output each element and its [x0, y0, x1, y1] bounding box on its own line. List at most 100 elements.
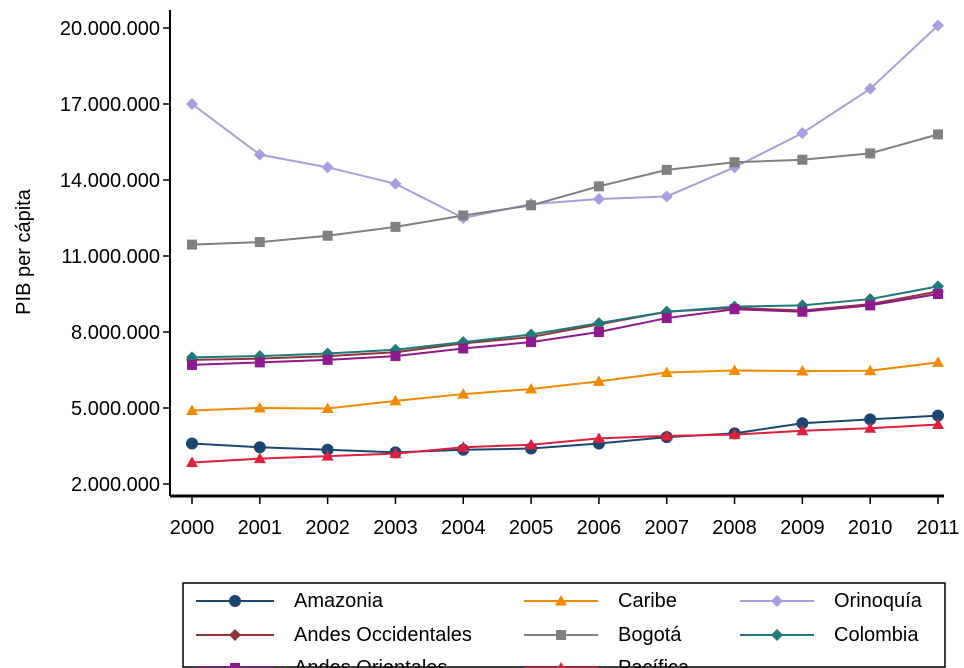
series-line [191, 133, 939, 246]
y-tick-label: 11.000.000 [61, 246, 160, 268]
series-pacifica [186, 418, 944, 467]
data-point [660, 190, 673, 203]
y-tick-label: 2.000.000 [71, 474, 160, 496]
legend-item-bogota: Bogotá [524, 624, 682, 646]
y-tick-label: 8.000.000 [71, 322, 160, 344]
legend-label: Bogotá [618, 624, 682, 646]
data-point [865, 148, 876, 159]
x-tick-label: 2005 [509, 517, 554, 539]
data-point [728, 428, 741, 440]
data-point [186, 404, 198, 416]
data-point [728, 364, 741, 376]
series-colombia [186, 280, 944, 364]
legend-swatch-marker [556, 630, 566, 640]
legend-item-colombia: Colombia [740, 624, 919, 646]
legend-swatch-marker [230, 663, 240, 668]
data-point [593, 327, 604, 337]
data-point [932, 418, 944, 429]
legend-swatch-marker [771, 629, 783, 641]
legend-item-andes-occidentales: Andes Occidentales [196, 624, 472, 646]
data-point [458, 343, 469, 354]
legend-swatch-marker [229, 629, 241, 641]
data-point [592, 193, 605, 205]
data-point [796, 127, 809, 140]
legend-label: Amazonia [294, 590, 384, 612]
data-point [186, 437, 198, 450]
data-point [592, 375, 605, 386]
data-point [932, 19, 944, 32]
data-point [796, 417, 809, 430]
data-point [660, 366, 673, 378]
data-point [321, 402, 334, 414]
data-point [253, 148, 266, 161]
data-point [187, 359, 197, 370]
legend-swatch-marker [229, 595, 241, 607]
legend-box [182, 582, 946, 668]
legend-label: Colombia [834, 624, 919, 646]
legend-swatch-marker [771, 595, 783, 607]
series-line [191, 24, 939, 220]
data-point [592, 432, 605, 443]
data-point [186, 98, 198, 110]
data-point [932, 356, 944, 367]
data-point [660, 429, 673, 441]
data-point [796, 424, 809, 436]
x-tick-label: 2000 [170, 517, 215, 539]
data-point [864, 82, 877, 95]
legend: Amazonia Caribe Orinoquía Andes Occidentale… [182, 582, 946, 668]
legend-item-pacifica: Pacífica [524, 657, 690, 668]
legend-item-amazonia: Amazonia [196, 590, 384, 612]
x-tick-label: 2004 [441, 517, 486, 539]
data-point [526, 337, 537, 348]
data-point [253, 402, 266, 413]
data-point [457, 441, 470, 452]
series-line [191, 423, 939, 464]
data-point [322, 230, 333, 241]
x-tick-label: 2006 [577, 517, 622, 539]
data-point [186, 456, 198, 467]
data-point [390, 221, 401, 232]
series-line [191, 290, 939, 361]
x-tick-label: 2007 [644, 517, 689, 539]
legend-label: Orinoquía [834, 590, 923, 612]
data-point [321, 443, 334, 456]
data-point [389, 447, 402, 459]
legend-label: Andes Orientales [294, 657, 447, 668]
data-point [389, 394, 402, 406]
data-point [864, 364, 877, 376]
series-amazonia [186, 409, 944, 459]
x-tick-label: 2011 [916, 517, 959, 539]
data-point [865, 300, 876, 311]
x-tick-label: 2008 [712, 517, 757, 539]
data-point [458, 210, 469, 221]
x-tick-label: 2009 [780, 517, 825, 539]
y-tick-label: 5.000.000 [71, 398, 160, 420]
x-tick-label: 2010 [848, 517, 893, 539]
data-point [457, 388, 470, 399]
y-axis-title: PIB per cápita [13, 188, 35, 315]
data-point [661, 164, 672, 175]
series-andes-orientales [187, 289, 943, 370]
data-point [321, 450, 334, 461]
series-line [191, 414, 939, 454]
series-layer [186, 19, 944, 467]
data-point [864, 422, 877, 433]
legend-item-orinoquia: Orinoquía [740, 590, 923, 612]
data-point [253, 441, 266, 454]
data-point [797, 306, 808, 317]
x-tick-label: 2001 [238, 517, 283, 539]
data-point [525, 383, 538, 394]
legend-label: Caribe [618, 590, 677, 612]
legend-label: Pacífica [618, 657, 690, 668]
data-point [187, 239, 197, 250]
series-line [191, 361, 939, 412]
data-point [797, 154, 808, 165]
legend-item-caribe: Caribe [524, 590, 677, 612]
series-caribe [186, 356, 944, 416]
series-line [191, 293, 939, 366]
legend-label: Andes Occidentales [294, 624, 472, 646]
legend-item-andes-orientales: Andes Orientales [196, 657, 447, 668]
data-point [254, 357, 265, 368]
